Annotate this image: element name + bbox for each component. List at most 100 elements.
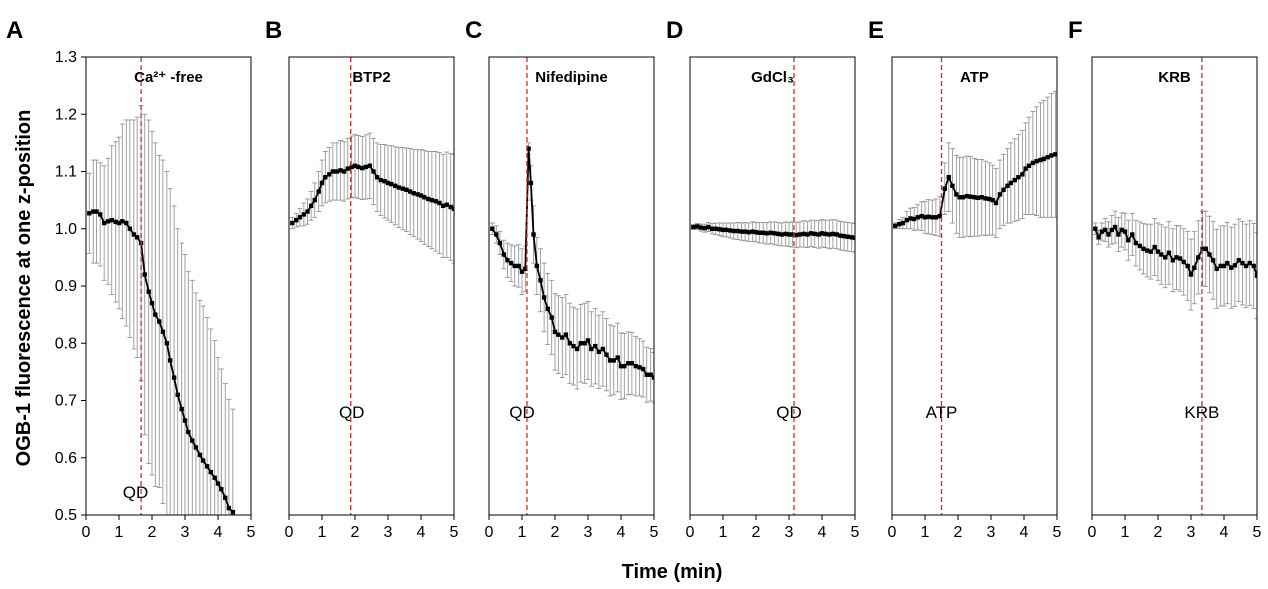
data-point [1049,153,1054,158]
data-point [153,312,158,317]
event-label: QD [776,403,802,422]
data-point [1192,265,1197,270]
plot-frame [689,56,856,516]
data-point [113,219,118,225]
data-point [526,146,531,151]
data-point [190,438,195,443]
data-point [640,366,646,372]
x-tick-label: 4 [1220,524,1229,541]
data-point [790,232,795,237]
y-tick-label: 1.2 [55,106,77,123]
data-point [1251,263,1256,269]
data-point [990,197,995,203]
x-tick-label: 5 [1053,524,1062,541]
data-point [1126,238,1131,243]
markers [1093,224,1257,278]
data-point [186,429,191,435]
data-point [1229,265,1234,270]
data-point [200,458,206,463]
data-point [541,295,547,300]
x-tick-label: 1 [719,524,728,541]
data-point [1188,272,1194,277]
x-tick-label: 2 [1154,524,1163,541]
data-point [1008,180,1013,186]
data-point [1152,244,1157,250]
data-point [94,209,99,214]
data-point [494,232,499,237]
x-tick-label: 0 [888,524,897,541]
data-point [367,163,373,168]
data-point [451,206,454,211]
data-point [549,315,554,320]
data-point [378,177,383,183]
x-tick-label: 1 [115,524,124,541]
data-point [950,183,955,189]
data-point [717,227,722,232]
data-point [404,187,409,193]
data-point [411,191,416,196]
data-point [604,352,609,357]
data-point [1116,232,1121,237]
data-point [164,341,170,346]
data-point [812,231,817,237]
data-point [1247,260,1252,266]
data-point [578,341,583,346]
event-label: QD [509,403,535,422]
x-tick-label: 0 [1088,524,1097,541]
data-point [308,203,314,209]
plot-frame [488,56,655,516]
data-point [134,235,140,240]
data-point [440,203,446,209]
data-point [371,169,376,174]
data-point [1144,248,1150,253]
panel-letter: A [6,17,23,44]
data-point [593,343,598,349]
x-tick-label: 1 [921,524,930,541]
data-point [531,232,536,237]
markers [893,152,1057,229]
panel-title: ATP [960,69,989,86]
data-point [987,196,992,202]
data-point [1038,157,1043,163]
data-point [330,169,336,174]
data-point [1207,252,1212,257]
data-point [633,363,639,369]
data-point [972,195,977,200]
data-point [720,227,726,233]
event-label: QD [123,483,149,502]
y-tick-label: 1.3 [55,49,77,66]
y-axis-label: OGB-1 fluorescence at one z-position [13,110,35,467]
data-point [87,211,92,216]
data-point [1174,255,1179,260]
data-point [91,209,96,214]
data-point [622,363,627,369]
panel-letter: D [666,17,683,44]
data-point [1148,249,1153,254]
panel-e: E ATP ATP 0 1 2 3 4 5 [868,17,1062,541]
data-point [101,220,107,226]
data-point [908,216,913,221]
x-tick-label: 0 [82,524,91,541]
data-point [385,180,391,186]
x-tick-label: 4 [617,524,626,541]
data-point [1137,243,1143,249]
data-point [1099,229,1105,234]
data-point [1030,160,1036,166]
x-tick-label: 4 [214,524,223,541]
data-point [120,219,125,224]
data-point [968,194,973,199]
panel-title: BTP2 [352,69,390,86]
data-point [142,272,147,277]
data-point [290,220,295,226]
data-point [768,230,774,235]
data-point [900,220,906,226]
data-point [1155,249,1161,254]
markers [290,163,454,226]
data-point [1012,177,1017,183]
data-point [400,186,406,191]
data-point [212,475,217,480]
panel-b: B BTP2 QD 0 1 2 3 4 5 [265,17,459,541]
data-point [849,235,854,240]
data-point [226,505,232,511]
data-point [582,341,587,346]
